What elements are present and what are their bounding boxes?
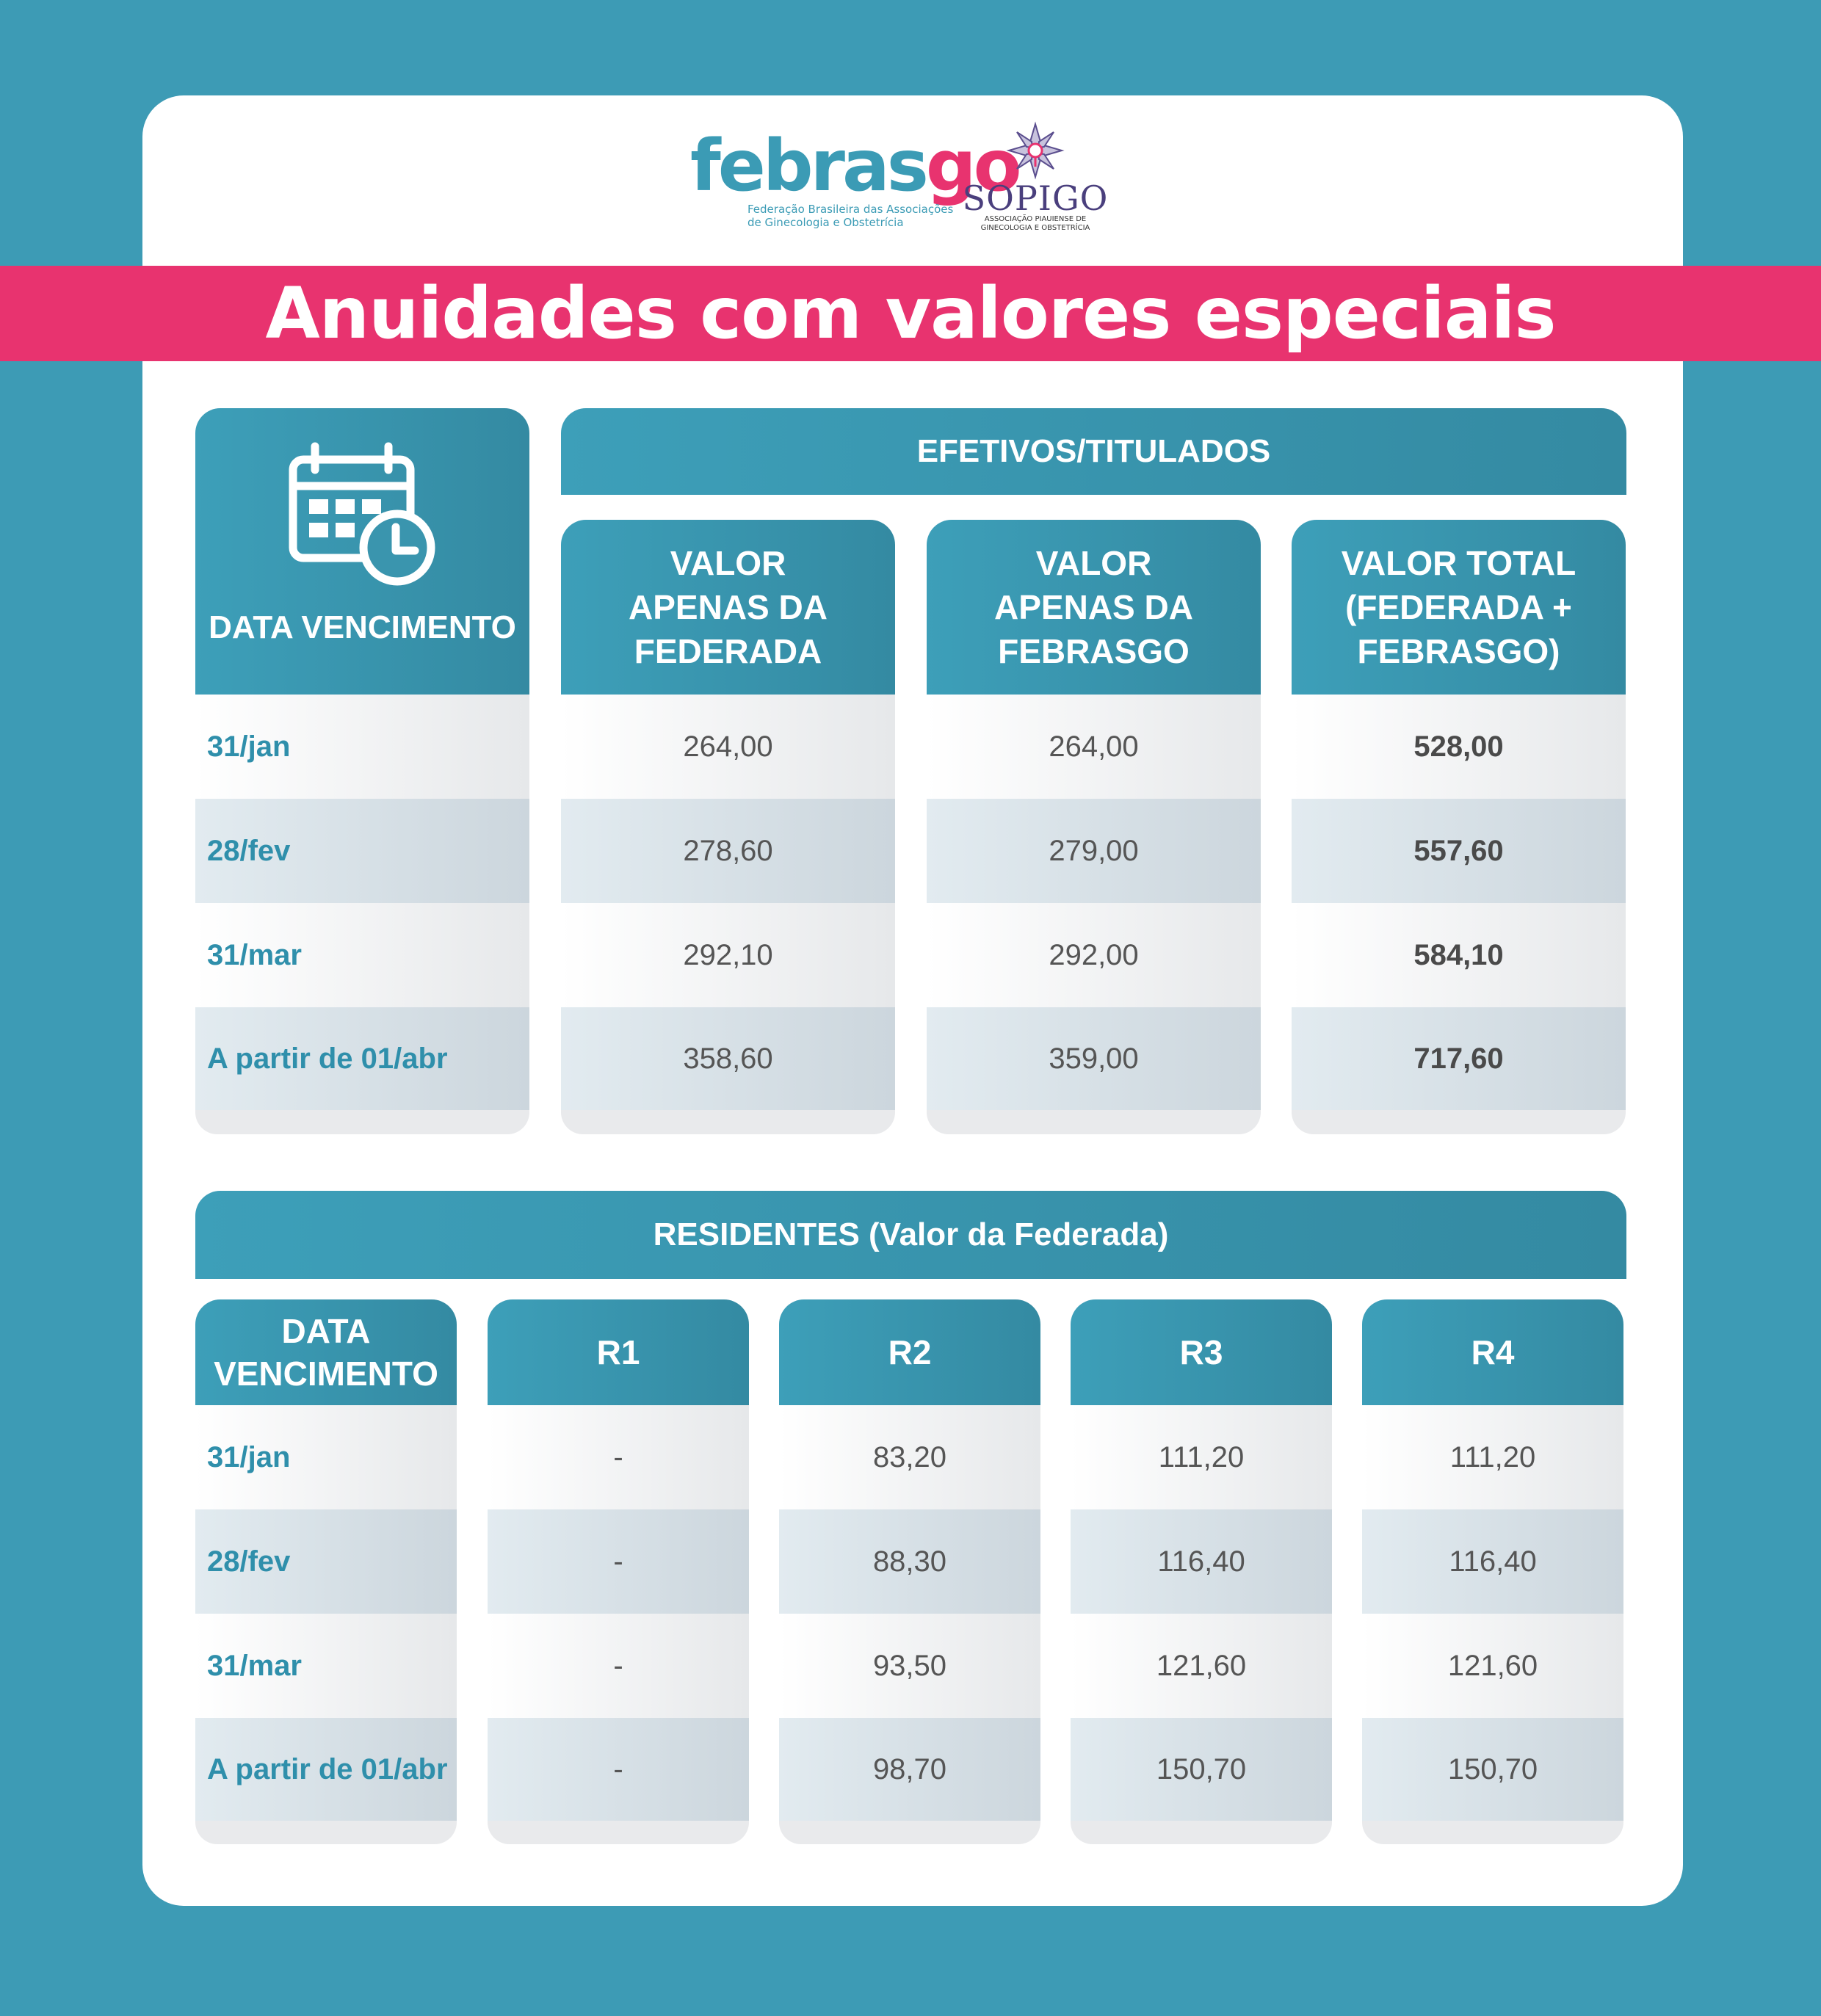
table-row-date: 28/fev — [195, 799, 529, 903]
table-cell-r1: - — [488, 1614, 749, 1718]
table-cell-total: 557,60 — [1292, 799, 1626, 903]
residentes-group-header: RESIDENTES (Valor da Federada) — [195, 1191, 1626, 1279]
table-cell-febrasgo: 292,00 — [927, 903, 1261, 1007]
sopigo-flower-icon — [1006, 121, 1065, 180]
sopigo-name: SOPIGO — [962, 178, 1109, 218]
table-row-date: 31/mar — [195, 903, 529, 1007]
column-header-r3: R3 — [1071, 1299, 1332, 1405]
table-cell-total: 584,10 — [1292, 903, 1626, 1007]
table-cell-r3: 116,40 — [1071, 1509, 1332, 1614]
column-header-r2: R2 — [779, 1299, 1040, 1405]
febrasgo-logo: febrasgo Federação Brasileira das Associ… — [690, 131, 1022, 229]
date-header-label: DATA VENCIMENTO — [209, 609, 516, 645]
table-cell-total: 528,00 — [1292, 695, 1626, 799]
febrasgo-logo-word: febras — [690, 125, 929, 207]
table-cell-r4: 116,40 — [1362, 1509, 1623, 1614]
table-row-date: 28/fev — [195, 1509, 457, 1614]
table-cell-federada: 264,00 — [561, 695, 895, 799]
table-cell-total: 717,60 — [1292, 1007, 1626, 1110]
table-cell-febrasgo: 264,00 — [927, 695, 1261, 799]
sopigo-subtitle: ASSOCIAÇÃO PIAUIENSE DE GINECOLOGIA E OB… — [980, 215, 1090, 232]
column-header-febrasgo: VALOR APENAS DA FEBRASGO — [927, 520, 1261, 695]
table-cell-r3: 121,60 — [1071, 1614, 1332, 1718]
table-cell-federada: 292,10 — [561, 903, 895, 1007]
febrasgo-logo-go: go — [925, 125, 1022, 207]
table-cell-r3: 111,20 — [1071, 1405, 1332, 1509]
table-row-date: A partir de 01/abr — [195, 1007, 529, 1110]
table-cell-r2: 93,50 — [779, 1614, 1040, 1718]
table-cell-r3: 150,70 — [1071, 1718, 1332, 1821]
table-cell-federada: 358,60 — [561, 1007, 895, 1110]
column-header-total: VALOR TOTAL (FEDERADA + FEBRASGO) — [1292, 520, 1626, 695]
date-column-header: DATA VENCIMENTO — [195, 1299, 457, 1405]
table-cell-r2: 88,30 — [779, 1509, 1040, 1614]
table-row-date: 31/mar — [195, 1614, 457, 1718]
table-cell-r1: - — [488, 1405, 749, 1509]
table-cell-r4: 121,60 — [1362, 1614, 1623, 1718]
sopigo-logo: SOPIGO ASSOCIAÇÃO PIAUIENSE DE GINECOLOG… — [962, 121, 1109, 239]
column-header-federada: VALOR APENAS DA FEDERADA — [561, 520, 895, 695]
table-cell-federada: 278,60 — [561, 799, 895, 903]
page-title: Anuidades com valores especiais — [0, 266, 1821, 361]
table-row-date: 31/jan — [195, 695, 529, 799]
table-cell-r1: - — [488, 1718, 749, 1821]
column-header-r4: R4 — [1362, 1299, 1623, 1405]
table-cell-r4: 111,20 — [1362, 1405, 1623, 1509]
date-column-header: DATA VENCIMENTO — [195, 408, 529, 695]
table-cell-r2: 98,70 — [779, 1718, 1040, 1821]
table-cell-febrasgo: 359,00 — [927, 1007, 1261, 1110]
table-cell-febrasgo: 279,00 — [927, 799, 1261, 903]
table-cell-r2: 83,20 — [779, 1405, 1040, 1509]
table-cell-r4: 150,70 — [1362, 1718, 1623, 1821]
febrasgo-logo-subtitle: Federação Brasileira das Associações de … — [747, 203, 954, 229]
calendar-clock-icon — [289, 442, 435, 586]
table-row-date: 31/jan — [195, 1405, 457, 1509]
table-cell-r1: - — [488, 1509, 749, 1614]
efetivos-group-header: EFETIVOS/TITULADOS — [561, 408, 1626, 495]
table-row-date: A partir de 01/abr — [195, 1718, 457, 1821]
column-header-r1: R1 — [488, 1299, 749, 1405]
